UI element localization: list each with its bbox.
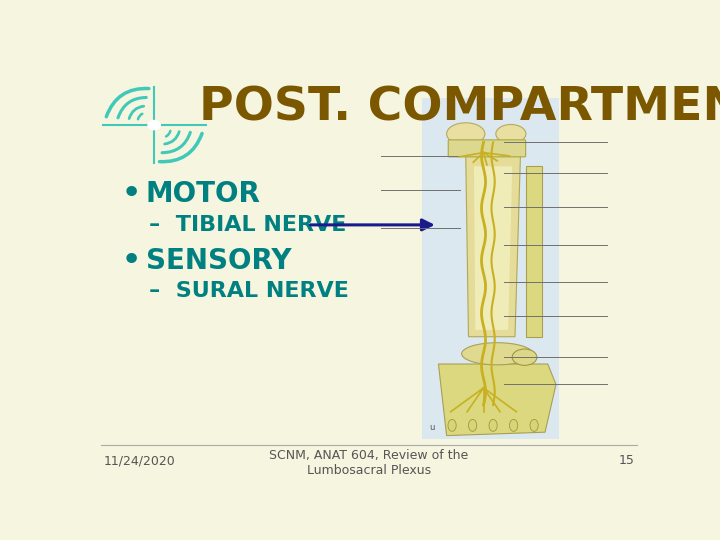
- Text: •: •: [121, 177, 142, 211]
- Text: –  SURAL NERVE: – SURAL NERVE: [148, 281, 348, 301]
- Ellipse shape: [446, 123, 485, 145]
- Ellipse shape: [489, 420, 498, 431]
- Ellipse shape: [530, 420, 539, 431]
- Polygon shape: [438, 364, 556, 436]
- Text: SCNM, ANAT 604, Review of the
Lumbosacral Plexus: SCNM, ANAT 604, Review of the Lumbosacra…: [269, 449, 469, 477]
- Text: •: •: [121, 244, 142, 278]
- Ellipse shape: [448, 420, 456, 431]
- Text: MOTOR: MOTOR: [145, 180, 261, 208]
- Text: SENSORY: SENSORY: [145, 247, 292, 275]
- Text: 11/24/2020: 11/24/2020: [104, 454, 176, 467]
- Circle shape: [148, 120, 161, 130]
- FancyBboxPatch shape: [449, 140, 526, 157]
- Text: 15: 15: [618, 454, 634, 467]
- Ellipse shape: [462, 343, 533, 365]
- Ellipse shape: [510, 420, 518, 431]
- Polygon shape: [526, 166, 542, 337]
- Ellipse shape: [512, 349, 537, 366]
- Polygon shape: [474, 166, 512, 330]
- FancyBboxPatch shape: [422, 98, 559, 439]
- Polygon shape: [466, 156, 521, 337]
- Text: u: u: [429, 423, 434, 433]
- Ellipse shape: [496, 125, 526, 143]
- Ellipse shape: [469, 420, 477, 431]
- Text: –  TIBIAL NERVE: – TIBIAL NERVE: [148, 215, 346, 235]
- Text: POST. COMPARTMENT: POST. COMPARTMENT: [199, 86, 720, 131]
